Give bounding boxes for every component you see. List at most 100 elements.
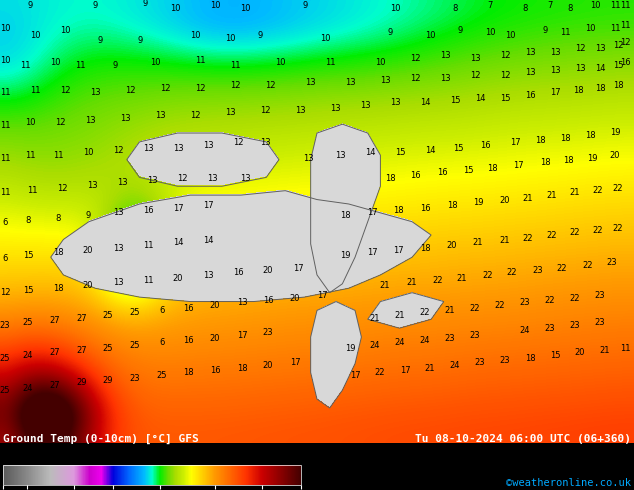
- Text: 9: 9: [98, 36, 103, 45]
- Text: 24: 24: [450, 361, 460, 370]
- Text: 12: 12: [612, 41, 623, 49]
- Text: 17: 17: [317, 291, 327, 300]
- Text: 25: 25: [23, 318, 33, 327]
- Text: 13: 13: [87, 181, 97, 190]
- Text: 9: 9: [138, 36, 143, 45]
- Text: 18: 18: [487, 164, 497, 172]
- Text: 14: 14: [595, 64, 605, 73]
- Text: 20: 20: [83, 246, 93, 255]
- Text: 13: 13: [302, 154, 313, 163]
- Text: 10: 10: [485, 27, 495, 37]
- Text: 12: 12: [620, 38, 630, 47]
- Text: 16: 16: [437, 168, 448, 177]
- Text: 11: 11: [0, 88, 10, 97]
- Text: 20: 20: [447, 241, 457, 250]
- Text: 18: 18: [340, 211, 351, 220]
- Text: 22: 22: [507, 268, 517, 277]
- Text: 13: 13: [172, 144, 183, 153]
- Text: 22: 22: [547, 231, 557, 240]
- Text: 8: 8: [55, 214, 61, 223]
- Text: 21: 21: [425, 364, 436, 373]
- Text: 11: 11: [143, 241, 153, 250]
- Text: 23: 23: [545, 324, 555, 333]
- Text: 27: 27: [49, 348, 60, 357]
- Text: 7: 7: [488, 0, 493, 9]
- Text: 10: 10: [210, 0, 220, 9]
- Text: 13: 13: [390, 98, 400, 107]
- Text: 21: 21: [370, 314, 380, 323]
- Text: 17: 17: [392, 246, 403, 255]
- Text: 17: 17: [399, 366, 410, 375]
- Text: 14: 14: [420, 98, 430, 107]
- Text: 23: 23: [0, 321, 10, 330]
- Text: 13: 13: [380, 75, 391, 85]
- Text: 18: 18: [183, 368, 193, 377]
- Text: 21: 21: [395, 311, 405, 320]
- Text: 11: 11: [610, 24, 620, 32]
- Text: 16: 16: [525, 91, 535, 99]
- Text: 12: 12: [260, 106, 270, 115]
- Text: 11: 11: [620, 0, 630, 9]
- Text: 14: 14: [475, 94, 485, 102]
- Text: 14: 14: [425, 146, 436, 155]
- Text: 8: 8: [452, 3, 458, 13]
- Text: 22: 22: [557, 264, 567, 273]
- Text: 22: 22: [570, 294, 580, 303]
- Text: 16: 16: [183, 304, 193, 313]
- Text: 25: 25: [0, 354, 10, 363]
- Text: 13: 13: [260, 138, 270, 147]
- Text: 21: 21: [547, 191, 557, 200]
- Text: 20: 20: [500, 196, 510, 205]
- Text: 18: 18: [534, 136, 545, 145]
- Text: 27: 27: [49, 381, 60, 390]
- Text: 11: 11: [75, 61, 85, 70]
- Text: 15: 15: [450, 96, 460, 104]
- Text: 13: 13: [113, 244, 123, 253]
- Text: 12: 12: [60, 86, 70, 95]
- Text: 22: 22: [495, 301, 505, 310]
- Text: 22: 22: [593, 186, 603, 195]
- Text: 20: 20: [262, 266, 273, 275]
- Text: 17: 17: [236, 331, 247, 340]
- Text: 9: 9: [387, 27, 392, 37]
- Text: 12: 12: [410, 74, 420, 83]
- Text: 17: 17: [366, 248, 377, 257]
- Text: 10: 10: [0, 55, 10, 65]
- Text: 25: 25: [0, 386, 10, 395]
- Text: 11: 11: [560, 27, 570, 37]
- Text: 13: 13: [295, 106, 306, 115]
- Text: 14: 14: [365, 147, 375, 157]
- Text: 12: 12: [57, 184, 67, 193]
- Text: 9: 9: [93, 0, 98, 9]
- Text: 21: 21: [380, 281, 391, 290]
- Text: 20: 20: [210, 334, 220, 343]
- Text: 16: 16: [619, 57, 630, 67]
- Text: 13: 13: [146, 176, 157, 185]
- Text: 13: 13: [359, 100, 370, 110]
- Text: 10: 10: [224, 33, 235, 43]
- Text: 13: 13: [155, 111, 165, 120]
- Text: 13: 13: [550, 66, 560, 74]
- Text: 10: 10: [190, 30, 200, 40]
- Text: 24: 24: [23, 384, 33, 393]
- Text: 12: 12: [575, 44, 585, 52]
- Text: 15: 15: [395, 147, 405, 157]
- Text: 10: 10: [390, 3, 400, 13]
- Text: 13: 13: [113, 208, 123, 217]
- Text: 23: 23: [520, 298, 530, 307]
- Text: 15: 15: [463, 166, 473, 174]
- Text: 18: 18: [573, 86, 583, 95]
- Text: 13: 13: [470, 53, 481, 63]
- Text: 11: 11: [610, 0, 620, 9]
- Text: 23: 23: [130, 374, 140, 383]
- Text: 7: 7: [547, 0, 553, 9]
- Text: 10: 10: [83, 147, 93, 157]
- Text: Tu 08-10-2024 06:00 UTC (06+360): Tu 08-10-2024 06:00 UTC (06+360): [415, 435, 631, 444]
- Text: 13: 13: [440, 74, 450, 83]
- Text: 13: 13: [345, 77, 355, 87]
- Text: 18: 18: [563, 156, 573, 165]
- Text: 18: 18: [540, 158, 550, 167]
- Text: 22: 22: [545, 296, 555, 305]
- Text: 21: 21: [456, 274, 467, 283]
- Text: 20: 20: [610, 150, 620, 160]
